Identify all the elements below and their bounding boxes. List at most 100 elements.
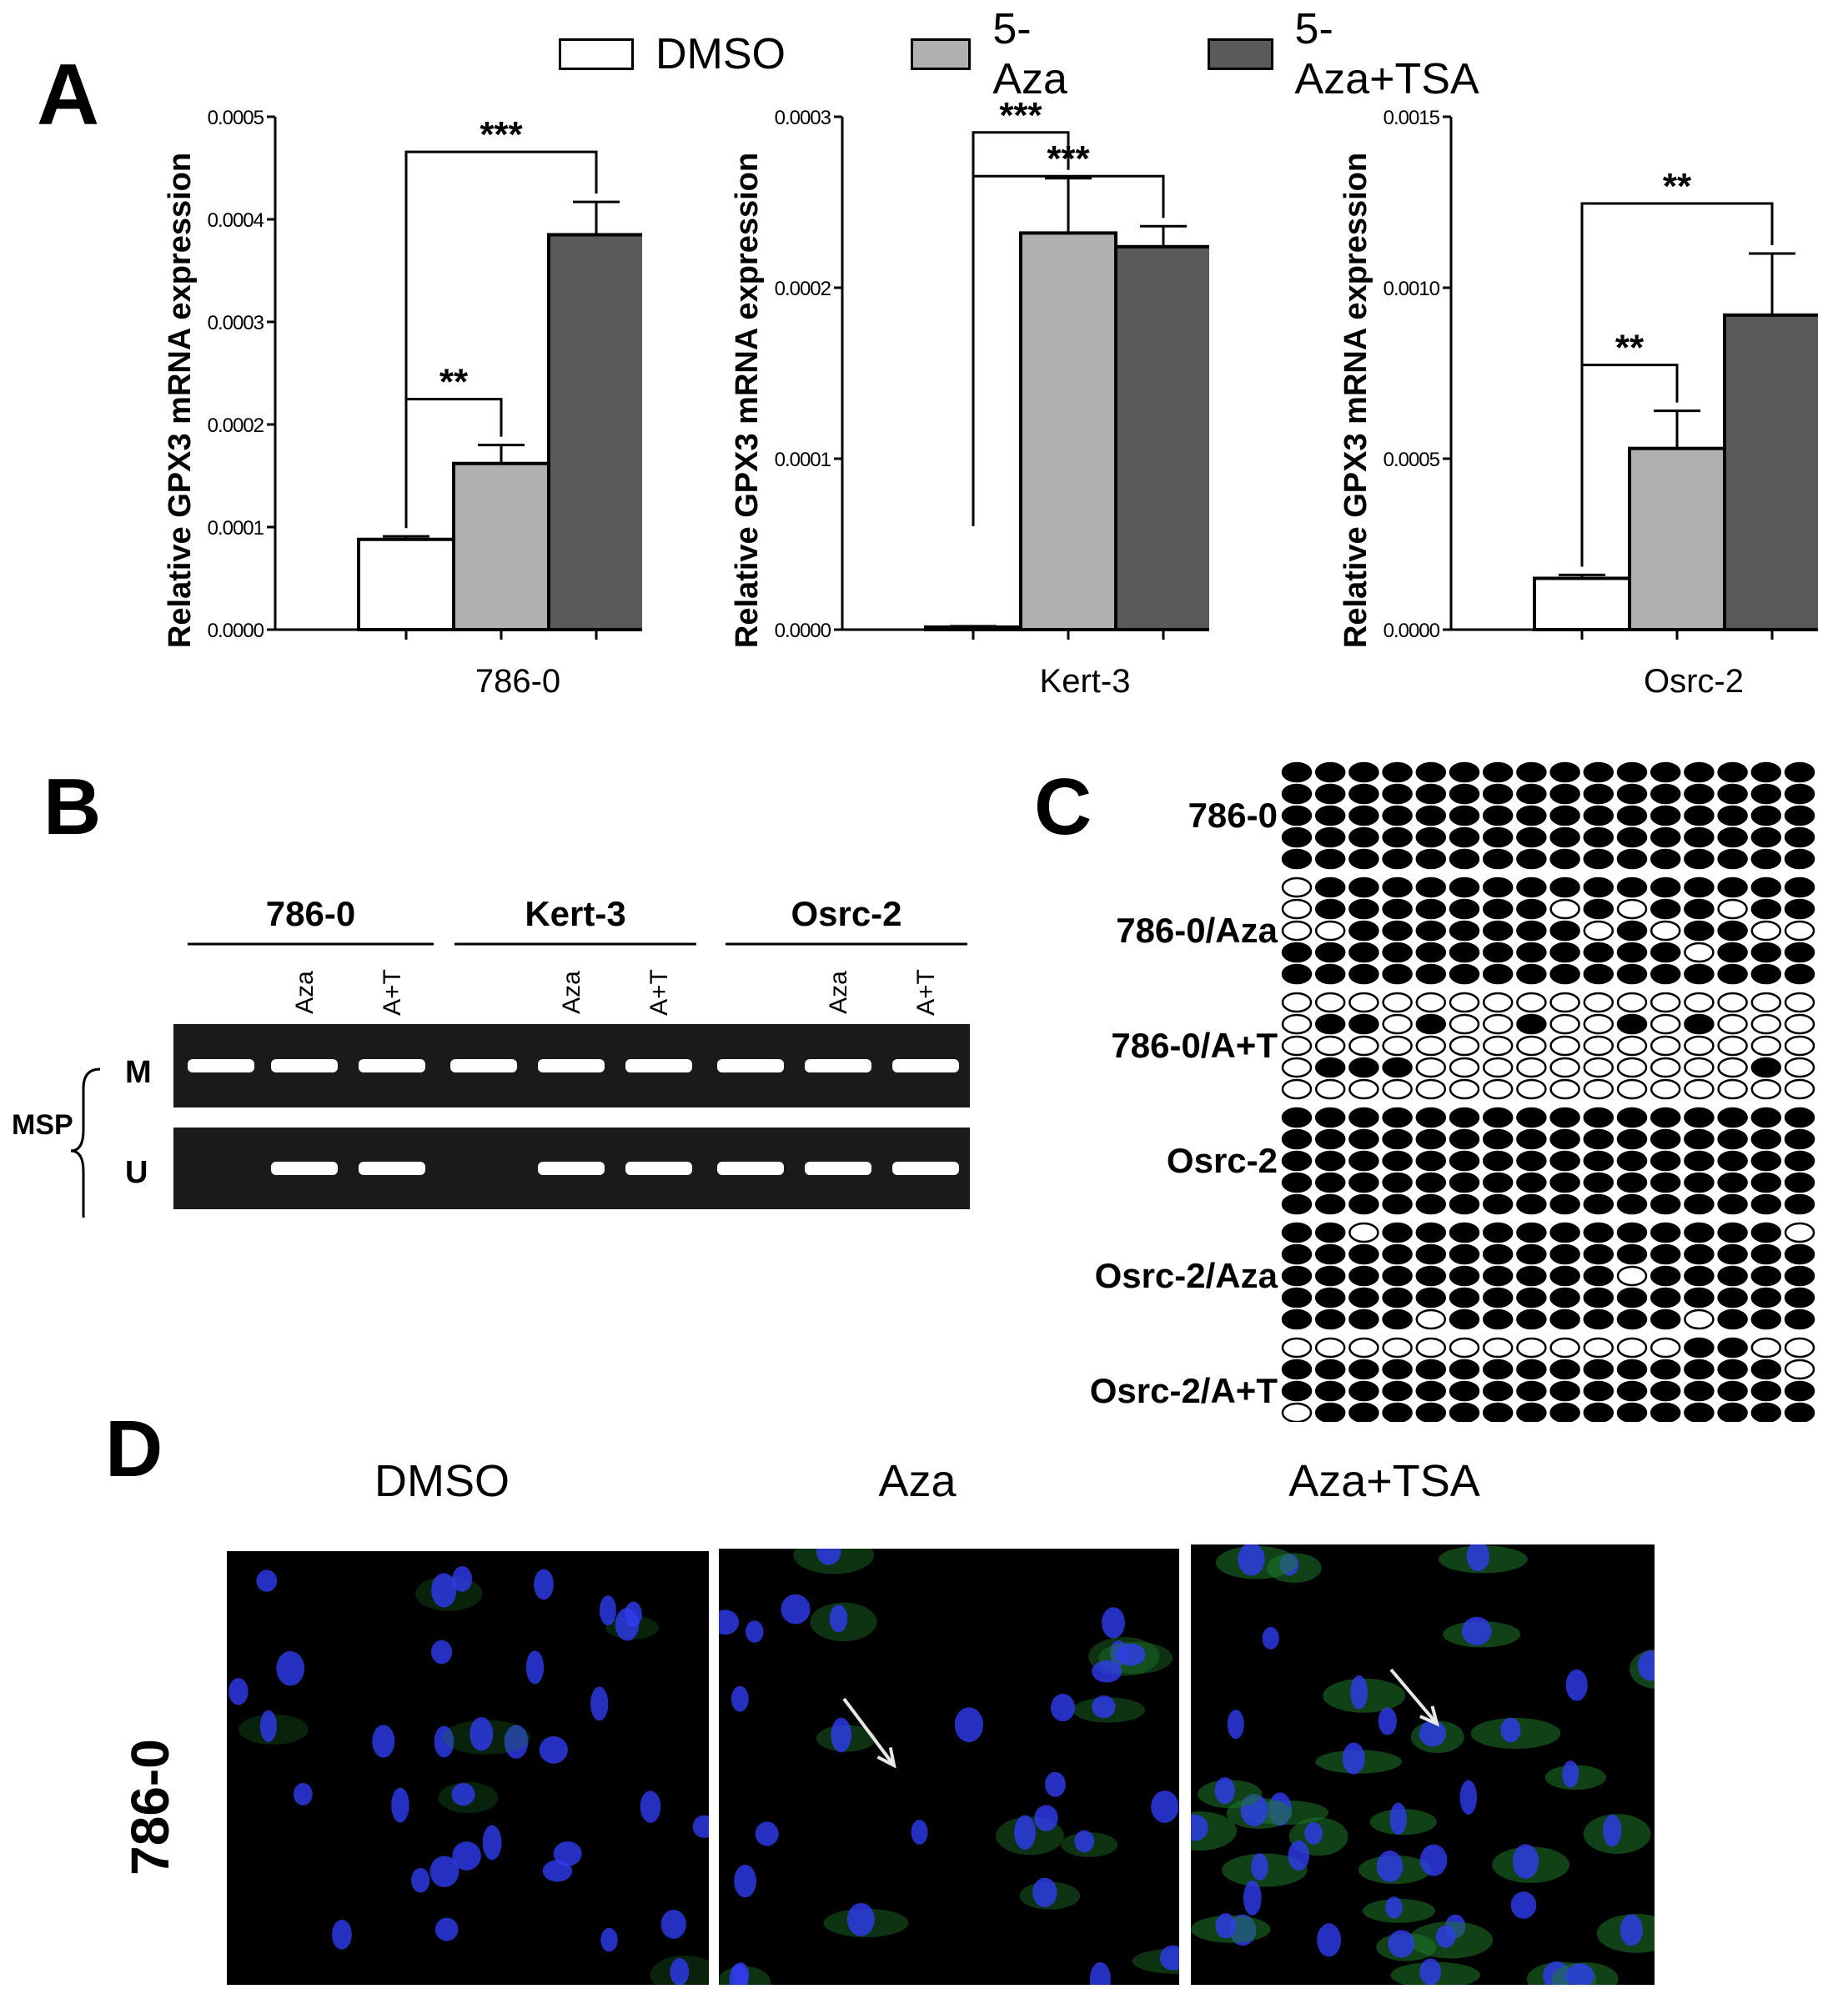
- methylated-cpg: [1382, 1128, 1413, 1150]
- methylated-cpg: [1750, 761, 1782, 783]
- nucleus: [1089, 1961, 1111, 1985]
- unmethylated-cpg: [1784, 992, 1815, 1013]
- y-axis-label: Relative GPX3 mRNA expression: [163, 153, 198, 648]
- methylated-cpg: [1650, 826, 1681, 848]
- nucleus: [781, 1594, 811, 1625]
- methylated-cpg: [1616, 1172, 1648, 1193]
- methylated-cpg: [1549, 1359, 1580, 1380]
- unmethylated-cpg: [1616, 1035, 1648, 1057]
- methylated-cpg: [1281, 826, 1313, 848]
- methylated-cpg: [1314, 898, 1346, 920]
- methylated-cpg: [1583, 898, 1614, 920]
- bar-5-aza-tsa: [1114, 244, 1209, 632]
- gel-band: [717, 1162, 784, 1175]
- methylated-cpg: [1549, 963, 1580, 985]
- methylated-cpg: [1784, 848, 1815, 870]
- methylated-cpg: [1482, 876, 1514, 898]
- unmethylated-cpg: [1684, 1308, 1715, 1330]
- unmethylated-cpg: [1750, 992, 1782, 1013]
- methylated-cpg: [1717, 876, 1748, 898]
- unmethylated-cpg: [1717, 1013, 1748, 1035]
- methylated-cpg: [1684, 783, 1715, 805]
- methylated-cpg: [1449, 1287, 1480, 1308]
- methylated-cpg: [1382, 1265, 1413, 1287]
- unmethylated-cpg: [1348, 1337, 1379, 1359]
- unmethylated-cpg: [1549, 1057, 1580, 1078]
- methylated-cpg: [1382, 1380, 1413, 1402]
- unmethylated-cpg: [1314, 1078, 1346, 1100]
- methylated-cpg: [1314, 1193, 1346, 1215]
- methylated-cpg: [1348, 1308, 1379, 1330]
- methylated-cpg: [1784, 805, 1815, 826]
- nucleus: [829, 1605, 848, 1633]
- methylated-cpg: [1750, 1172, 1782, 1193]
- nucleus: [600, 1927, 618, 1952]
- methylated-cpg: [1650, 963, 1681, 985]
- methylated-cpg: [1449, 1265, 1480, 1287]
- unmethylated-cpg: [1549, 898, 1580, 920]
- nucleus: [599, 1595, 616, 1626]
- methylated-cpg: [1717, 1222, 1748, 1243]
- methylated-cpg: [1449, 826, 1480, 848]
- legend-item-dmso: DMSO: [559, 29, 786, 79]
- unmethylated-cpg: [1415, 992, 1447, 1013]
- methylated-cpg: [1281, 761, 1313, 783]
- y-tick-label: 0.0010: [1383, 278, 1440, 300]
- methylated-cpg: [1348, 761, 1379, 783]
- unmethylated-cpg: [1382, 1337, 1413, 1359]
- bar-5-aza-tsa: [1723, 313, 1818, 631]
- legend-swatch-5-aza-tsa: [1207, 38, 1273, 70]
- methylated-cpg: [1281, 1380, 1313, 1402]
- methylated-cpg: [1382, 1287, 1413, 1308]
- methylated-cpg: [1516, 1402, 1547, 1422]
- unmethylated-cpg: [1482, 1057, 1514, 1078]
- methylated-cpg: [1348, 1359, 1379, 1380]
- methylated-cpg: [1482, 1287, 1514, 1308]
- methylated-cpg: [1784, 1402, 1815, 1422]
- unmethylated-cpg: [1382, 992, 1413, 1013]
- methylated-cpg: [1650, 783, 1681, 805]
- methylated-cpg: [1784, 1287, 1815, 1308]
- methylated-cpg: [1616, 1193, 1648, 1215]
- methylated-cpg: [1684, 1222, 1715, 1243]
- methylated-cpg: [1348, 1107, 1379, 1128]
- y-tick-label: 0.0002: [208, 414, 264, 437]
- methylated-cpg: [1449, 1107, 1480, 1128]
- significance-bracket: [1580, 202, 1774, 567]
- gel-band: [359, 1059, 425, 1072]
- methylated-cpg: [1583, 783, 1614, 805]
- methylated-cpg: [1717, 920, 1748, 942]
- methylated-cpg: [1750, 826, 1782, 848]
- methylated-cpg: [1314, 1128, 1346, 1150]
- methylated-cpg: [1549, 1265, 1580, 1287]
- methylated-cpg: [1684, 761, 1715, 783]
- y-tick-label: 0.0003: [208, 312, 264, 334]
- methylated-cpg: [1650, 1287, 1681, 1308]
- nucleus: [1350, 1675, 1368, 1710]
- unmethylated-cpg: [1650, 992, 1681, 1013]
- unmethylated-cpg: [1549, 992, 1580, 1013]
- unmethylated-cpg: [1516, 1078, 1547, 1100]
- methylated-cpg: [1684, 963, 1715, 985]
- methylated-cpg: [1382, 1150, 1413, 1172]
- nucleus: [553, 1841, 582, 1866]
- unmethylated-cpg: [1449, 992, 1480, 1013]
- methylated-cpg: [1650, 761, 1681, 783]
- methylated-cpg: [1583, 1107, 1614, 1128]
- unmethylated-cpg: [1382, 1013, 1413, 1035]
- methylated-cpg: [1549, 876, 1580, 898]
- unmethylated-cpg: [1717, 1035, 1748, 1057]
- methylated-cpg: [1516, 1193, 1547, 1215]
- nucleus: [1378, 1707, 1397, 1735]
- nucleus: [1388, 1930, 1415, 1958]
- methylated-cpg: [1650, 898, 1681, 920]
- methylated-cpg: [1717, 783, 1748, 805]
- methylated-cpg: [1314, 963, 1346, 985]
- unmethylated-cpg: [1348, 1222, 1379, 1243]
- methylated-cpg: [1314, 1222, 1346, 1243]
- gel-lane-label: Aza: [291, 971, 319, 1014]
- nucleus: [391, 1787, 409, 1823]
- methylated-cpg: [1382, 876, 1413, 898]
- methylated-cpg: [1482, 826, 1514, 848]
- unmethylated-cpg: [1348, 1078, 1379, 1100]
